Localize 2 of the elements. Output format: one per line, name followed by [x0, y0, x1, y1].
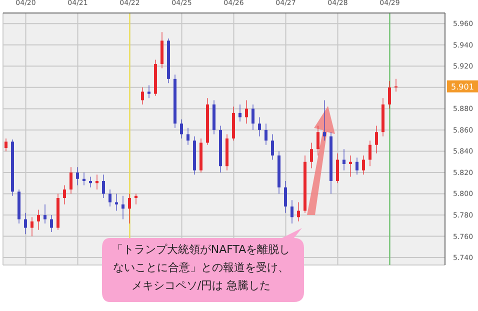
annotation: 「トランプ大統領がNAFTAを離脱しないことに合意」との報道を受け、メキシコペソ/円は 急騰した	[110, 242, 292, 294]
annotation: 5.901	[451, 82, 474, 92]
